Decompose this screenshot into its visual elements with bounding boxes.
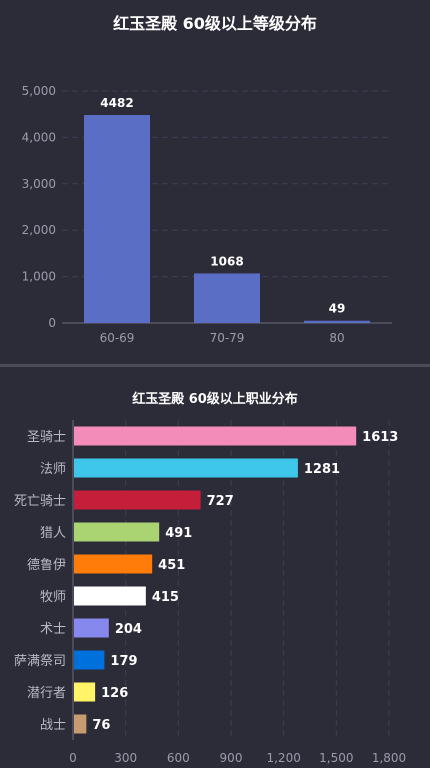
y-category-label: 死亡骑士 <box>14 494 66 509</box>
bar-value-label: 179 <box>110 654 137 669</box>
y-category-label: 猎人 <box>40 526 66 541</box>
x-tick-label: 900 <box>220 751 243 765</box>
bar-value-label: 1281 <box>304 462 340 477</box>
x-tick-label: 1,200 <box>266 751 300 765</box>
bar <box>74 586 146 606</box>
x-tick-label: 1,500 <box>319 751 353 765</box>
level-chart-title: 红玉圣殿 60级以上等级分布 <box>113 14 317 33</box>
y-tick-label: 1,000 <box>22 270 56 284</box>
y-category-label: 战士 <box>40 718 66 733</box>
bar-value-label: 126 <box>101 686 128 701</box>
x-tick-label: 60-69 <box>100 331 135 345</box>
class-chart-title: 红玉圣殿 60级以上职业分布 <box>132 392 298 407</box>
bar <box>74 650 105 670</box>
bar <box>304 320 370 323</box>
y-category-label: 德鲁伊 <box>27 558 66 573</box>
y-tick-label: 2,000 <box>22 223 56 237</box>
panel-divider <box>0 364 430 367</box>
bar-value-label: 451 <box>158 558 185 573</box>
bar-value-label: 1068 <box>210 254 243 268</box>
class-chart-panel: 红玉圣殿 60级以上职业分布 0 300 600 900 1,200 1,500 1,800… <box>0 367 430 768</box>
bar-value-label: 491 <box>165 526 192 541</box>
y-category-label: 潜行者 <box>27 686 66 701</box>
y-tick-label: 0 <box>48 316 56 330</box>
bar-value-label: 204 <box>115 622 142 637</box>
bar-value-label: 76 <box>92 718 110 733</box>
x-tick-label: 300 <box>114 751 137 765</box>
bar-value-label: 1613 <box>362 430 398 445</box>
y-category-label: 萨满祭司 <box>14 654 66 669</box>
x-tick-label: 70-79 <box>210 331 245 345</box>
bar-value-label: 727 <box>207 494 234 509</box>
x-tick-label: 600 <box>167 751 190 765</box>
y-category-label: 法师 <box>40 462 66 477</box>
level-chart-panel: 红玉圣殿 60级以上等级分布 0 1,000 2,000 3,000 4,000 5,00… <box>0 0 430 364</box>
x-tick-label: 80 <box>329 331 344 345</box>
bar <box>194 273 260 323</box>
y-tick-label: 4,000 <box>22 130 56 144</box>
bar <box>74 426 357 446</box>
y-tick-label: 3,000 <box>22 177 56 191</box>
y-tick-label: 5,000 <box>22 84 56 98</box>
bar <box>74 682 96 702</box>
bar-value-label: 415 <box>152 590 179 605</box>
bar <box>74 714 87 734</box>
bar <box>74 490 201 510</box>
bar <box>74 522 160 542</box>
y-category-label: 圣骑士 <box>27 430 66 445</box>
bar <box>74 618 109 638</box>
x-tick-label: 0 <box>69 751 77 765</box>
bar-value-label: 49 <box>329 302 346 316</box>
bar <box>74 458 298 478</box>
x-tick-label: 1,800 <box>372 751 406 765</box>
bar-value-label: 4482 <box>100 96 133 110</box>
bar <box>84 115 150 323</box>
level-distribution-chart: 0 1,000 2,000 3,000 4,000 5,000 4482 60-69 1068 7… <box>22 84 392 345</box>
y-category-label: 牧师 <box>40 590 66 605</box>
y-category-label: 术士 <box>40 622 66 637</box>
class-distribution-chart: 0 300 600 900 1,200 1,500 1,800 1613 圣骑士 1281 法师 72… <box>14 420 406 765</box>
bar <box>74 554 153 574</box>
